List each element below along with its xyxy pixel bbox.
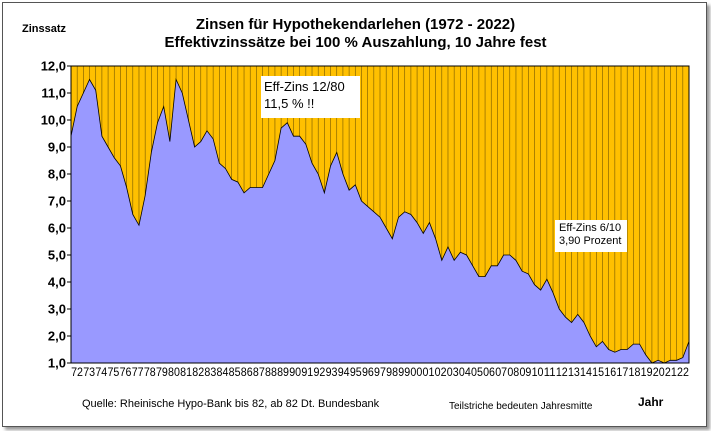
x-tick-label: 10 [532, 367, 544, 379]
x-tick-label: 80 [168, 367, 180, 379]
annotation-2010-line2: 3,90 Prozent [559, 235, 622, 247]
y-axis-label: Zinssatz [22, 23, 67, 35]
x-tick-labels: 72 73 74 75 76 77 78 79 80 81 82 83 84 85 86 87 88 89 90 91… [71, 367, 689, 379]
chart-title: Zinsen für Hypothekendarlehen (1972 - 20… [195, 16, 516, 33]
interest-rate-area [70, 77, 690, 364]
annotation-peak-1980: Eff-Zins 12/80 11,5 % !! [261, 76, 360, 118]
x-tick-label: 82 [192, 367, 204, 379]
x-tick-label: 97 [374, 367, 386, 379]
x-tick-label: 84 [217, 367, 229, 379]
x-tick-label: 11 [544, 367, 556, 379]
x-tick-label: 14 [580, 367, 592, 379]
y-tick-label: 7,0 [48, 194, 66, 209]
x-tick-label: 12 [556, 367, 568, 379]
x-tick-label: 13 [568, 367, 580, 379]
y-tick-label: 6,0 [48, 221, 66, 236]
y-tick-label: 1,0 [48, 356, 66, 371]
x-tick-label: 73 [83, 367, 95, 379]
annotation-2010: Eff-Zins 6/10 3,90 Prozent [555, 220, 627, 252]
x-tick-label: 75 [107, 367, 119, 379]
x-tick-label: 04 [459, 367, 471, 379]
x-tick-label: 06 [483, 367, 495, 379]
x-tick-label: 78 [144, 367, 156, 379]
y-tick-label: 8,0 [48, 167, 66, 182]
chart-subtitle: Effektivzinssätze bei 100 % Auszahlung, … [164, 34, 547, 51]
x-tick-label: 20 [653, 367, 665, 379]
y-tick-label: 12,0 [41, 59, 66, 74]
annotation-peak-line2: 11,5 % !! [264, 96, 315, 111]
x-tick-label: 72 [71, 367, 83, 379]
x-tick-label: 98 [386, 367, 398, 379]
x-tick-label: 08 [507, 367, 519, 379]
x-tick-label: 09 [519, 367, 531, 379]
x-tick-label: 22 [677, 367, 689, 379]
x-tick-label: 18 [629, 367, 641, 379]
x-tick-label: 85 [229, 367, 241, 379]
x-tick-label: 77 [132, 367, 144, 379]
annotation-2010-line1: Eff-Zins 6/10 [559, 222, 622, 234]
x-tick-label: 00 [410, 367, 422, 379]
x-tick-label: 79 [156, 367, 168, 379]
y-tick-label: 2,0 [48, 329, 66, 344]
x-tick-label: 88 [265, 367, 277, 379]
source-note: Quelle: Rheinische Hypo-Bank bis 82, ab … [82, 398, 380, 410]
x-tick-label: 76 [120, 367, 132, 379]
x-tick-label: 05 [471, 367, 483, 379]
x-tick-label: 81 [180, 367, 192, 379]
x-tick-label: 83 [204, 367, 216, 379]
x-tick-label: 01 [423, 367, 435, 379]
annotation-peak-line1: Eff-Zins 12/80 [264, 79, 345, 94]
x-tick-label: 19 [641, 367, 653, 379]
x-tick-label: 99 [398, 367, 410, 379]
tick-note: Teilstriche bedeuten Jahresmitte [449, 401, 593, 412]
y-tick-labels: 1,0 2,0 3,0 4,0 5,0 6,0 7,0 8,0 9,0 10,0 11,0 12,0 [41, 59, 66, 371]
x-tick-label: 93 [326, 367, 338, 379]
x-tick-label: 07 [495, 367, 507, 379]
x-tick-label: 96 [362, 367, 374, 379]
x-tick-label: 03 [447, 367, 459, 379]
y-tick-label: 9,0 [48, 140, 66, 155]
x-tick-label: 21 [665, 367, 677, 379]
x-tick-label: 95 [350, 367, 362, 379]
x-tick-label: 15 [592, 367, 604, 379]
x-tick-label: 87 [253, 367, 265, 379]
x-tick-label: 91 [301, 367, 313, 379]
x-axis-label: Jahr [638, 395, 664, 409]
x-tick-label: 74 [95, 367, 107, 379]
y-tick-label: 3,0 [48, 302, 66, 317]
x-tick-label: 86 [241, 367, 253, 379]
x-tick-label: 90 [289, 367, 301, 379]
y-tick-label: 4,0 [48, 275, 66, 290]
y-tick-label: 5,0 [48, 248, 66, 263]
x-tick-label: 16 [604, 367, 616, 379]
x-tick-label: 92 [313, 367, 325, 379]
plot-border [70, 65, 690, 364]
x-tick-label: 94 [338, 367, 350, 379]
y-tick-label: 11,0 [41, 86, 66, 101]
x-tick-label: 89 [277, 367, 289, 379]
y-tick-label: 10,0 [41, 113, 66, 128]
x-tick-label: 02 [435, 367, 447, 379]
axes [67, 65, 690, 364]
x-tick-label: 17 [616, 367, 628, 379]
